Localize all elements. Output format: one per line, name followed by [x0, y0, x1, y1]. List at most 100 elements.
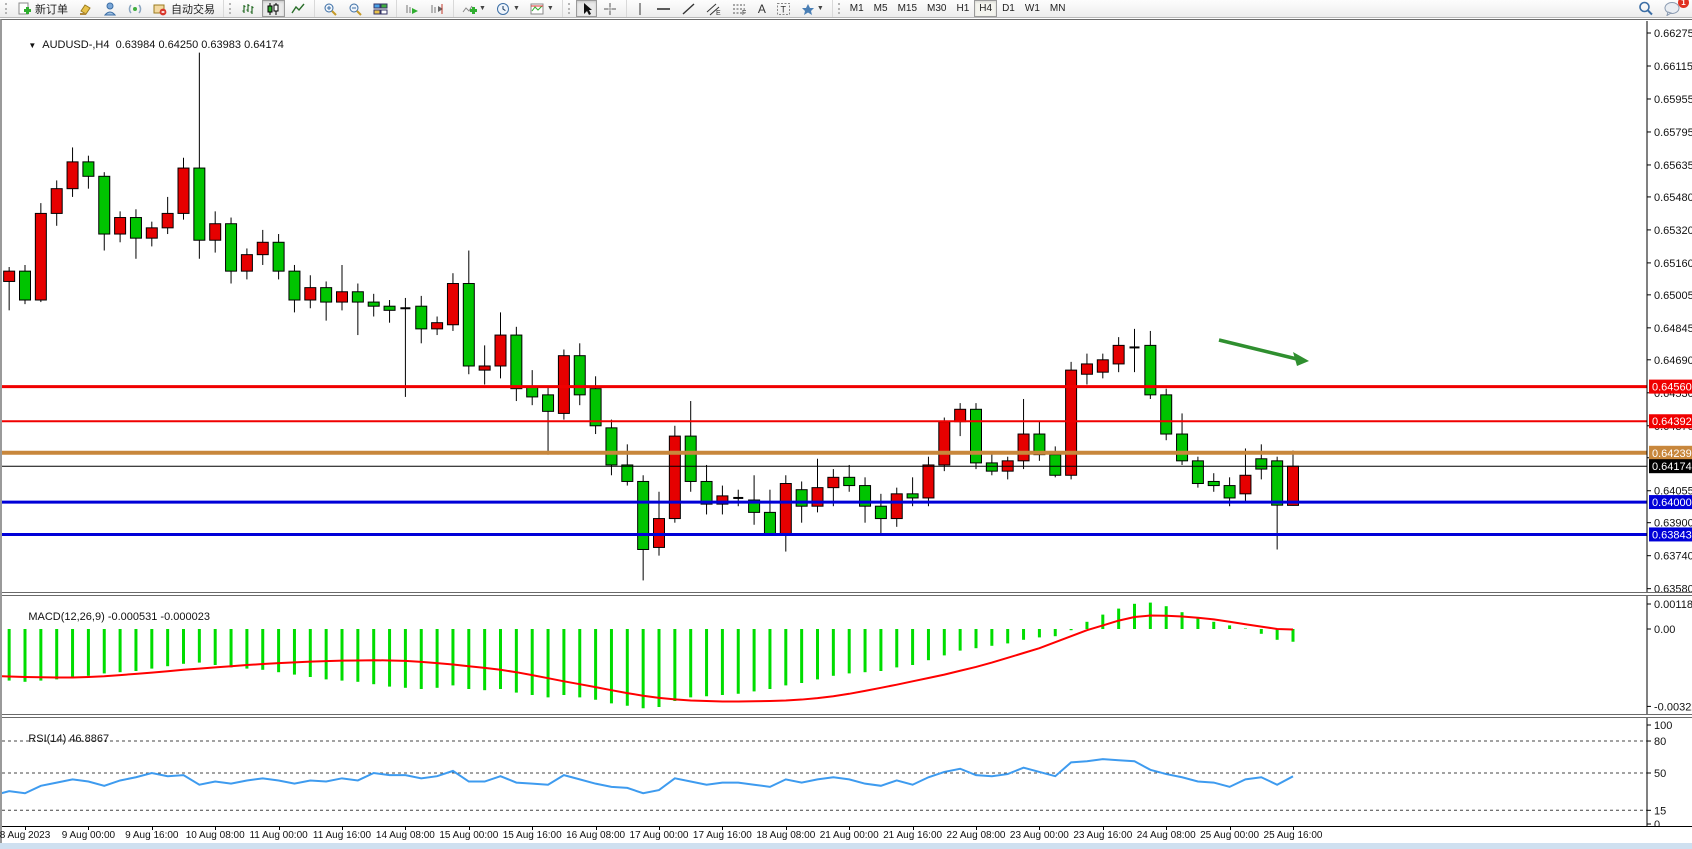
rsi-axis-label: 15 — [1654, 805, 1666, 817]
price-tag — [1649, 445, 1692, 460]
candle-bull — [446, 283, 459, 326]
candle-bull — [1080, 363, 1093, 375]
zoom-out-button[interactable] — [344, 0, 367, 17]
time-axis-tick — [912, 827, 914, 830]
timeframe-button-h4[interactable]: H4 — [974, 0, 998, 17]
bar-chart-mode-button[interactable] — [237, 0, 260, 17]
rsi-axis-label: 50 — [1654, 768, 1666, 780]
svg-text:T: T — [780, 4, 786, 14]
chevron-down-icon[interactable]: ▼ — [28, 41, 37, 50]
time-axis-tick — [215, 827, 217, 830]
fibonacci-tool-button[interactable]: F — [728, 0, 752, 17]
channel-tool-button[interactable]: E — [702, 0, 726, 17]
bar-chart-icon — [241, 2, 256, 16]
price-axis-label: 0.63900 — [1654, 518, 1692, 530]
new-order-button[interactable]: 新订单 — [13, 0, 72, 17]
autotrading-button[interactable]: 自动交易 — [149, 0, 219, 17]
candle-bear — [320, 287, 333, 303]
auto-scroll-button[interactable] — [401, 0, 424, 17]
svg-text:F: F — [742, 10, 746, 16]
time-axis-label: 24 Aug 08:00 — [1136, 830, 1196, 841]
zoom-in-button[interactable] — [319, 0, 342, 17]
candle-bull — [145, 227, 158, 239]
candle-bear — [637, 480, 650, 550]
price-tag — [1649, 414, 1692, 429]
time-axis-tick — [25, 827, 26, 830]
candle-bull — [922, 464, 935, 499]
periods-button[interactable]: ▼ — [492, 0, 524, 17]
rsi-pane[interactable]: 100 80 50 15 0 — [2, 718, 1692, 826]
time-axis-label: 16 Aug 08:00 — [566, 830, 626, 841]
candle-bull — [827, 476, 840, 489]
price-axis-label: 0.65795 — [1654, 127, 1692, 139]
toolbar-grip — [837, 3, 843, 14]
candle-bear — [272, 241, 285, 272]
indicators-button[interactable]: ▼ — [458, 0, 490, 17]
timeframe-button-m15[interactable]: M15 — [897, 3, 918, 14]
price-axis-label: 0.65480 — [1654, 192, 1692, 204]
price-tag-label: 0.64392 — [1652, 416, 1692, 428]
notifications-button[interactable]: 1 — [1660, 0, 1689, 17]
macd-title: MACD(12,26,9) -0.000531 -0.000023 — [10, 599, 210, 635]
time-axis-label: 18 Aug 08:00 — [756, 830, 816, 841]
auto-scroll-icon — [405, 2, 420, 16]
time-axis-tick — [785, 827, 787, 830]
candlestick-mode-button[interactable] — [262, 0, 285, 17]
trendline-tool-button[interactable] — [677, 0, 700, 17]
candle-bear — [288, 270, 301, 301]
timeframe-button-w1[interactable]: W1 — [1024, 3, 1040, 14]
pane-separator[interactable] — [2, 714, 1692, 718]
text-label-tool-button[interactable]: T — [772, 0, 795, 17]
time-axis[interactable]: 8 Aug 2023 9 Aug 00:00 9 Aug 16:00 10 Aug 0… — [0, 826, 1692, 845]
tile-windows-button[interactable] — [369, 0, 392, 17]
templates-button[interactable]: ▼ — [526, 0, 558, 17]
candle-bear — [19, 270, 31, 301]
pane-separator[interactable] — [2, 592, 1692, 596]
trend-arrow-object[interactable] — [1218, 338, 1302, 362]
candle-bear — [906, 493, 919, 499]
signal-icon — [128, 2, 143, 16]
horizontal-line-tool-button[interactable] — [652, 0, 675, 17]
candle-bear — [573, 355, 586, 396]
candle-bear — [700, 480, 713, 505]
candle-bull — [668, 435, 681, 520]
candle-bull — [66, 161, 79, 190]
candle-bear — [1191, 460, 1204, 485]
cursor-tool-button[interactable] — [575, 0, 597, 17]
search-icon — [1638, 1, 1654, 16]
vertical-line-tool-button[interactable] — [631, 0, 650, 17]
time-axis-label: 25 Aug 00:00 — [1200, 830, 1260, 841]
candle-bear — [415, 305, 428, 330]
search-button[interactable] — [1634, 0, 1658, 17]
price-chart-pane[interactable]: 0.66275 0.66115 0.65955 0.65795 0.65635 0.654… — [2, 21, 1692, 592]
profile-button[interactable] — [99, 0, 122, 17]
timeframe-button-d1[interactable]: D1 — [1002, 3, 1015, 14]
line-chart-mode-button[interactable] — [287, 0, 310, 17]
time-axis-label: 15 Aug 00:00 — [439, 830, 499, 841]
timeframe-button-h1[interactable]: H1 — [956, 3, 970, 14]
styler-button[interactable] — [74, 0, 97, 17]
toolbar-group-scroll — [396, 0, 453, 17]
candle-bear — [193, 167, 206, 241]
timeframe-button-m1[interactable]: M1 — [849, 3, 864, 14]
time-axis-label: 9 Aug 16:00 — [125, 830, 179, 841]
timeframe-button-m30[interactable]: M30 — [927, 3, 947, 14]
signals-button[interactable] — [124, 0, 147, 17]
cursor-arrow-icon — [580, 2, 593, 16]
candle-bull — [1017, 433, 1030, 462]
arrows-tool-button[interactable]: ▼ — [797, 0, 828, 17]
trendline-icon — [681, 2, 696, 16]
timeframe-button-mn[interactable]: MN — [1049, 3, 1066, 14]
text-tool-button[interactable]: A — [754, 0, 770, 17]
macd-pane[interactable]: 0.001181 0.00 -0.003225 — [2, 596, 1692, 714]
chart-shift-button[interactable] — [426, 0, 449, 17]
timeframe-button-m5[interactable]: M5 — [873, 3, 888, 14]
candle-bear — [684, 435, 697, 482]
price-axis-label: 0.63740 — [1654, 551, 1692, 563]
rsi-axis-label: 100 — [1654, 720, 1672, 732]
crosshair-tool-button[interactable] — [599, 0, 622, 17]
text-tool-label: A — [757, 1, 766, 16]
macd-signal-line — [2, 614, 1294, 703]
time-axis-label: 17 Aug 00:00 — [629, 830, 689, 841]
